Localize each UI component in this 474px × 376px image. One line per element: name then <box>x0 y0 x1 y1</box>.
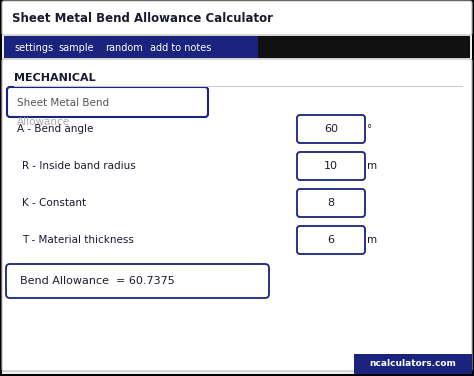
FancyBboxPatch shape <box>7 87 208 117</box>
Text: K - Constant: K - Constant <box>22 198 86 208</box>
FancyBboxPatch shape <box>2 1 472 35</box>
Text: 8: 8 <box>328 198 335 208</box>
Text: A - Bend angle: A - Bend angle <box>17 124 93 134</box>
Text: R - Inside band radius: R - Inside band radius <box>22 161 136 171</box>
Text: add to notes: add to notes <box>150 43 211 53</box>
FancyBboxPatch shape <box>6 264 269 298</box>
Text: T - Material thickness: T - Material thickness <box>22 235 134 245</box>
Text: 10: 10 <box>324 161 338 171</box>
Text: 6: 6 <box>328 235 335 245</box>
Bar <box>4 36 258 58</box>
Text: m: m <box>367 161 377 171</box>
Bar <box>258 36 470 58</box>
FancyBboxPatch shape <box>297 152 365 180</box>
Bar <box>354 354 472 374</box>
Text: m: m <box>367 235 377 245</box>
Text: Sheet Metal Bend: Sheet Metal Bend <box>17 98 109 108</box>
Text: Bend Allowance  = 60.7375: Bend Allowance = 60.7375 <box>20 276 175 286</box>
Text: °: ° <box>367 124 372 134</box>
FancyBboxPatch shape <box>2 59 472 371</box>
Text: settings: settings <box>14 43 53 53</box>
Text: ncalculators.com: ncalculators.com <box>370 359 456 368</box>
Text: MECHANICAL: MECHANICAL <box>14 73 96 83</box>
Text: Sheet Metal Bend Allowance Calculator: Sheet Metal Bend Allowance Calculator <box>12 12 273 26</box>
Text: 60: 60 <box>324 124 338 134</box>
Text: Allowance: Allowance <box>17 117 70 127</box>
FancyBboxPatch shape <box>297 226 365 254</box>
FancyBboxPatch shape <box>297 115 365 143</box>
Text: sample: sample <box>58 43 94 53</box>
FancyBboxPatch shape <box>297 189 365 217</box>
Text: random: random <box>105 43 143 53</box>
